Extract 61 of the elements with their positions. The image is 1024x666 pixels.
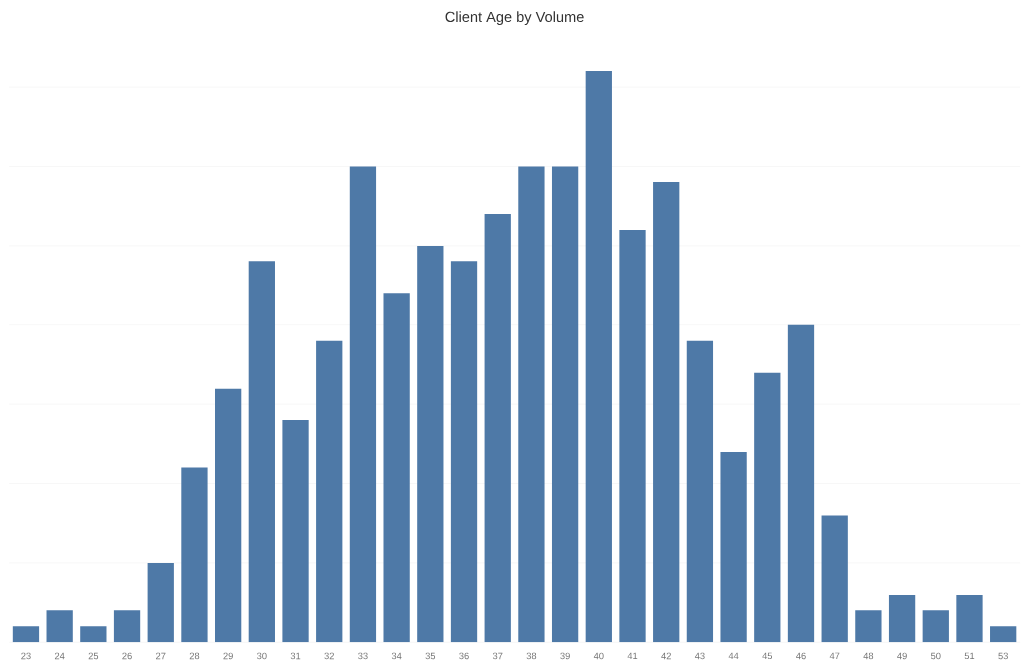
x-tick-label: 48	[863, 652, 874, 660]
bar	[956, 594, 983, 643]
bar	[12, 626, 40, 643]
bar	[922, 610, 949, 643]
bar	[551, 166, 579, 643]
bar	[282, 419, 309, 643]
x-tick-label: 27	[156, 652, 166, 659]
bar	[855, 610, 882, 643]
x-tick-label: 45	[762, 652, 773, 659]
bar	[888, 594, 916, 643]
x-tick-label: 28	[189, 652, 200, 660]
x-tick-label: 50	[930, 652, 941, 660]
x-tick-label: 40	[593, 652, 604, 660]
x-tick-label: 37	[492, 652, 503, 660]
bar	[450, 261, 478, 643]
x-tick-label: 23	[21, 652, 31, 660]
x-tick-label: 51	[964, 652, 975, 659]
bar	[653, 181, 680, 643]
x-tick-label: 25	[88, 652, 99, 660]
bar	[147, 562, 174, 643]
bar	[181, 467, 208, 643]
bar	[349, 166, 377, 643]
chart-title: Client Age by Volume	[445, 11, 584, 25]
x-tick-label: 49	[897, 652, 907, 660]
bar	[80, 626, 107, 643]
x-tick-label: 29	[223, 652, 233, 660]
bar	[113, 610, 141, 643]
x-tick-label: 32	[324, 652, 334, 660]
bar	[383, 293, 410, 643]
bar	[248, 261, 275, 643]
x-tick-label: 35	[425, 652, 436, 660]
bar	[720, 451, 747, 643]
x-tick-label: 34	[391, 652, 402, 660]
x-tick-label: 44	[728, 652, 739, 659]
bar	[686, 340, 714, 643]
bar	[585, 70, 612, 643]
x-tick-label: 43	[694, 652, 705, 660]
x-tick-label: 47	[829, 652, 840, 659]
x-tick-label: 36	[459, 652, 469, 660]
bar	[215, 388, 242, 643]
x-tick-label: 31	[290, 652, 301, 660]
x-tick-label: 53	[998, 652, 1008, 660]
bar	[990, 626, 1017, 643]
x-tick-label: 38	[526, 652, 537, 660]
bar	[518, 166, 545, 643]
x-tick-label: 30	[257, 652, 267, 660]
x-tick-label: 26	[122, 652, 132, 660]
x-tick-label: 24	[54, 652, 65, 659]
bar	[754, 372, 781, 643]
x-tick-label: 39	[560, 652, 570, 660]
bar	[484, 213, 511, 643]
bar	[417, 245, 444, 643]
x-tick-label: 33	[358, 652, 368, 660]
x-tick-label: 42	[661, 652, 671, 659]
bar	[316, 340, 343, 643]
bar	[619, 229, 646, 643]
x-tick-label: 41	[627, 652, 638, 659]
x-tick-label: 46	[796, 652, 806, 660]
bar	[46, 610, 73, 643]
bar	[821, 515, 848, 643]
bar	[787, 324, 815, 643]
